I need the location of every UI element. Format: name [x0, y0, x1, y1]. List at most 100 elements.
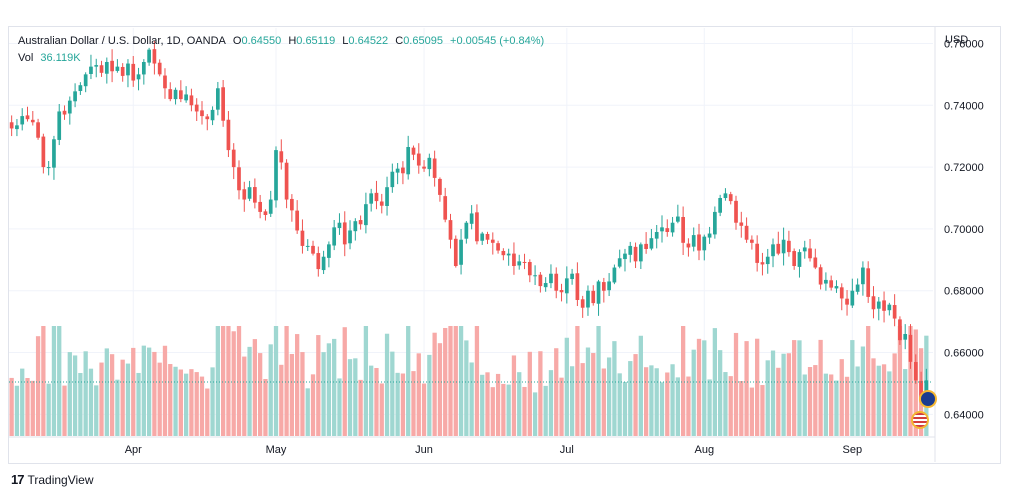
- candle-body: [898, 319, 902, 341]
- volume-bar: [480, 374, 485, 436]
- currency-label[interactable]: USD: [945, 34, 969, 46]
- volume-bar: [152, 351, 157, 436]
- candle-body: [459, 239, 463, 265]
- volume-bar: [443, 327, 448, 436]
- volume-bar: [670, 364, 675, 436]
- volume-bar: [501, 383, 506, 436]
- candle-body: [771, 244, 775, 257]
- volume-bar: [723, 372, 728, 436]
- tradingview-brand[interactable]: 17 TradingView: [11, 472, 94, 487]
- candle-body: [157, 62, 162, 75]
- candle-body: [9, 122, 14, 129]
- candle-body: [781, 239, 786, 254]
- candle-body: [845, 298, 849, 305]
- volume-bar: [776, 367, 781, 436]
- candle-body: [231, 149, 236, 168]
- candle-body: [379, 201, 384, 206]
- candle-body: [480, 233, 485, 241]
- volume-bar: [178, 369, 183, 436]
- candle-body: [274, 150, 278, 201]
- volume-bar: [115, 379, 120, 436]
- candle-body: [882, 300, 886, 311]
- candle-body: [110, 60, 114, 72]
- candle-body: [443, 196, 448, 220]
- candle-body: [818, 267, 823, 285]
- volume-bar: [654, 368, 659, 436]
- candle-body: [871, 296, 876, 310]
- candle-body: [596, 281, 601, 304]
- candle-body: [36, 122, 40, 138]
- volume-bar: [437, 343, 443, 436]
- candle-body: [665, 228, 670, 232]
- candle-body: [406, 147, 411, 175]
- volume-bar: [62, 385, 67, 436]
- volume-bar: [120, 359, 125, 436]
- volume-bar: [30, 380, 35, 436]
- volume-bar: [612, 341, 617, 436]
- volume-bar: [46, 383, 51, 436]
- candle-body: [591, 290, 596, 304]
- volume-bar: [374, 367, 379, 436]
- volume-bar: [427, 354, 432, 436]
- candle-body: [258, 201, 262, 212]
- candle-body: [496, 243, 500, 251]
- symbol-title[interactable]: Australian Dollar / U.S. Dollar, 1D, OAN…: [18, 35, 226, 47]
- volume-bar: [702, 340, 707, 436]
- candle-body: [760, 262, 765, 265]
- candle-body: [152, 49, 157, 64]
- candle-body: [263, 211, 268, 215]
- volume-bar: [760, 385, 765, 436]
- candle-body: [104, 62, 109, 74]
- volume-bar: [860, 346, 866, 436]
- candle-body: [89, 66, 93, 75]
- candle-body: [580, 299, 585, 308]
- candle-body: [903, 334, 908, 340]
- candle-body: [670, 222, 675, 233]
- volume-bar: [14, 385, 20, 436]
- candle-body: [633, 246, 638, 262]
- candle-body: [681, 217, 685, 243]
- volume-bar: [284, 326, 289, 436]
- volume-bar: [67, 352, 72, 436]
- volume-bar: [569, 366, 575, 436]
- volume-bar: [72, 355, 78, 436]
- volume-bar: [226, 326, 231, 436]
- low-value: 0.64522: [348, 35, 389, 47]
- candle-body: [723, 193, 728, 199]
- candle-body: [564, 278, 569, 294]
- volume-bar: [194, 372, 199, 436]
- volume-bar: [511, 355, 517, 436]
- candle-body: [697, 234, 701, 251]
- x-tick-label: May: [266, 444, 287, 456]
- volume-bar: [231, 331, 236, 436]
- candle-body: [99, 65, 104, 73]
- volume-bar: [818, 339, 823, 436]
- candle-body: [776, 243, 781, 254]
- candle-body: [221, 87, 225, 121]
- y-tick-label: 0.70000: [944, 224, 984, 236]
- candle-body: [411, 147, 416, 155]
- volume-bar: [765, 360, 770, 436]
- volume-bar: [807, 367, 813, 436]
- volume-bar: [78, 372, 83, 436]
- volume-bar: [88, 368, 94, 436]
- volume-bar: [220, 326, 226, 436]
- volume-bar: [9, 377, 14, 436]
- candle-body: [25, 115, 30, 120]
- candle-body: [126, 63, 130, 76]
- volume-bar: [749, 387, 755, 436]
- volume-bar: [844, 376, 850, 436]
- candle-body: [390, 171, 395, 188]
- volume-bar: [564, 337, 569, 436]
- candle-body: [284, 162, 289, 200]
- volume-bar: [823, 373, 829, 436]
- candle-body: [353, 221, 358, 232]
- candle-body: [226, 119, 231, 151]
- volume-bar: [517, 372, 522, 436]
- y-tick-label: 0.74000: [944, 100, 984, 112]
- volume-bar: [458, 326, 464, 436]
- candle-body: [892, 305, 897, 319]
- candle-body: [628, 245, 633, 255]
- y-tick-label: 0.66000: [944, 348, 984, 360]
